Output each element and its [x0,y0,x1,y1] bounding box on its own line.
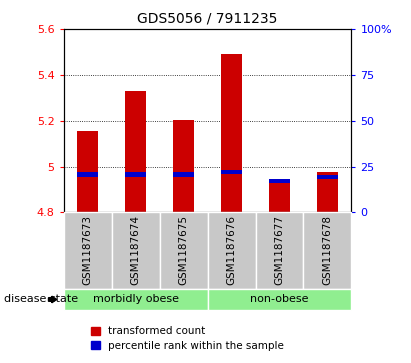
Bar [221,170,242,174]
Bar [125,91,146,212]
Bar [208,289,351,310]
Text: GSM1187676: GSM1187676 [226,216,236,285]
Bar [112,212,159,289]
Bar [64,212,112,289]
Bar [77,172,99,177]
Bar [125,172,146,177]
Bar [173,172,194,177]
Bar [159,212,208,289]
Text: non-obese: non-obese [250,294,309,305]
Bar [316,175,338,179]
Title: GDS5056 / 7911235: GDS5056 / 7911235 [137,11,278,25]
Bar [316,172,338,212]
Text: morbidly obese: morbidly obese [92,294,179,305]
Bar [269,179,290,212]
Bar [77,131,99,212]
Text: GSM1187675: GSM1187675 [179,216,189,285]
Bar [221,54,242,212]
Bar [64,289,208,310]
Text: GSM1187677: GSM1187677 [275,216,284,285]
Legend: transformed count, percentile rank within the sample: transformed count, percentile rank withi… [91,326,284,351]
Bar [269,179,290,183]
Bar [256,212,303,289]
Text: GSM1187673: GSM1187673 [83,216,92,285]
Bar [173,119,194,212]
Text: GSM1187674: GSM1187674 [131,216,141,285]
Bar [208,212,256,289]
Text: GSM1187678: GSM1187678 [323,216,332,285]
Text: disease state: disease state [4,294,78,305]
Bar [303,212,351,289]
